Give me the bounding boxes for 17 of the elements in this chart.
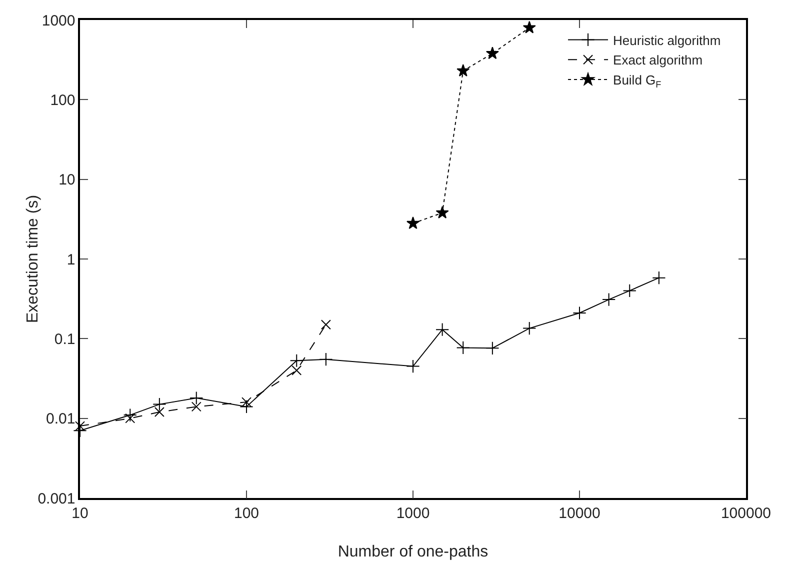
y-tick-label: 0.01 bbox=[46, 410, 76, 428]
x-tick-label: 100000 bbox=[720, 504, 772, 522]
legend-label: Heuristic algorithm bbox=[613, 32, 721, 48]
y-tick-label: 0.001 bbox=[38, 490, 76, 508]
x-tick-label: 1000 bbox=[396, 504, 430, 522]
y-tick-label: 100 bbox=[50, 92, 76, 109]
legend-label: Exact algorithm bbox=[613, 52, 703, 68]
x-axis-title: Number of one-paths bbox=[338, 544, 488, 560]
x-tick-label: 100 bbox=[234, 504, 260, 522]
y-tick-label: 1000 bbox=[42, 12, 76, 30]
x-tick-label: 10000 bbox=[558, 504, 600, 522]
y-tick-label: 1 bbox=[66, 251, 76, 268]
legend-label: Build G$_{F}$ bbox=[613, 72, 662, 90]
y-tick-label: 10 bbox=[58, 172, 76, 189]
x-tick-label: 10 bbox=[72, 504, 88, 522]
y-axis-title: Execution time (s) bbox=[24, 194, 42, 324]
y-tick-label: 0.1 bbox=[54, 330, 76, 348]
